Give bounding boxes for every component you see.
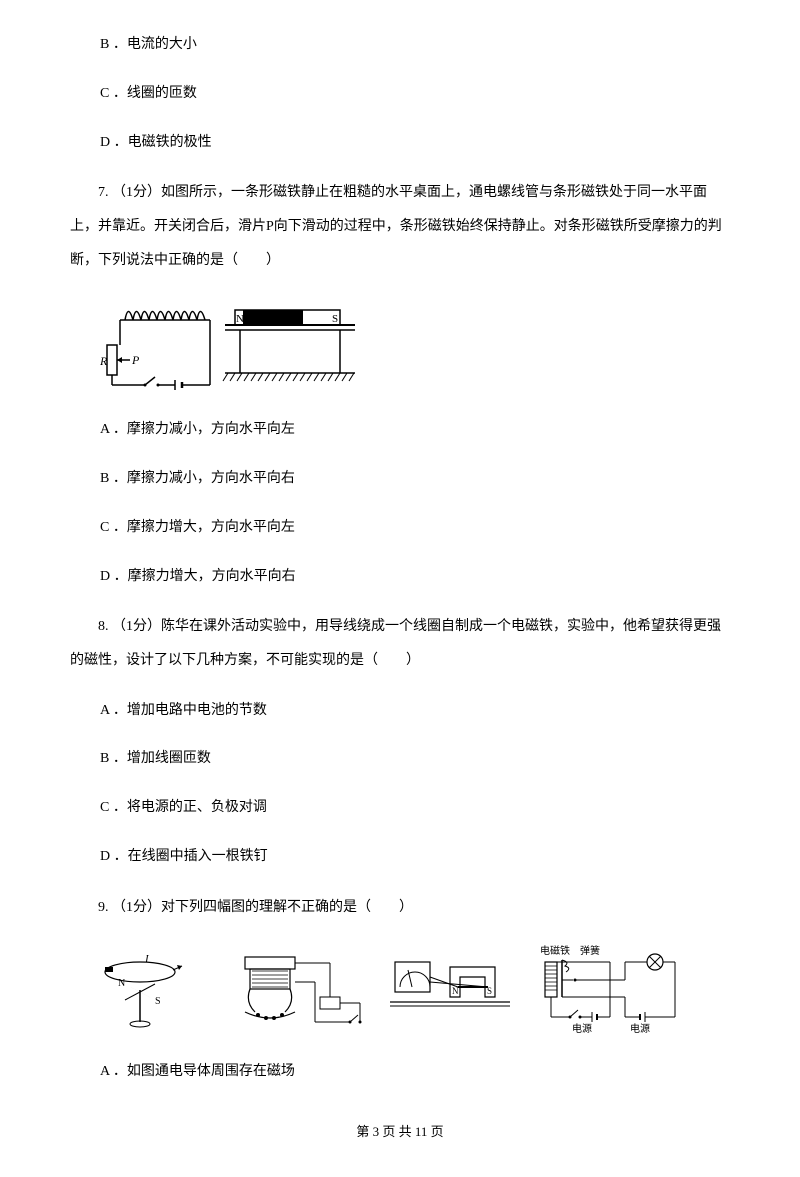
q9-stem: 9. （1分）对下列四幅图的理解不正确的是（ ）: [70, 891, 730, 925]
q9-label-spring: 弹簧: [580, 944, 600, 957]
q8-stem: 8. （1分）陈华在课外活动实验中，用导线绕成一个线圈自制成一个电磁铁，实验中，…: [70, 610, 730, 677]
q9-label-pow2: 电源: [630, 1022, 650, 1035]
q6-option-c: C ．线圈的匝数: [70, 79, 730, 110]
q7-option-c: C ．摩擦力增大，方向水平向左: [70, 513, 730, 544]
q7-option-b: B ．摩擦力减小，方向水平向右: [70, 464, 730, 495]
q8-option-c: C ．将电源的正、负极对调: [70, 793, 730, 824]
q6-option-b: B ．电流的大小: [70, 30, 730, 61]
q7-option-a: A ．摩擦力减小，方向水平向左: [70, 415, 730, 446]
q7-label-s: S: [332, 313, 338, 325]
q7-label-r: R: [100, 354, 108, 368]
q6-option-d: D ．电磁铁的极性: [70, 128, 730, 159]
q9-label-pow1: 电源: [572, 1022, 592, 1035]
q9-figure: I N S: [90, 942, 730, 1037]
q7-figure: R P N S: [100, 295, 730, 395]
q8-option-b: B ．增加线圈匝数: [70, 744, 730, 775]
q8-option-a: A ．增加电路中电池的节数: [70, 696, 730, 727]
q9-label-i: I: [144, 953, 150, 965]
q7-option-d: D ．摩擦力增大，方向水平向右: [70, 562, 730, 593]
q9-label-mag: 电磁铁: [540, 944, 570, 957]
q7-label-n: N: [236, 313, 244, 325]
q7-stem: 7. （1分）如图所示，一条形磁铁静止在粗糙的水平桌面上，通电螺线管与条形磁铁处…: [70, 176, 730, 277]
q7-label-p: P: [131, 353, 140, 367]
q9-label-s1: S: [155, 996, 161, 1007]
page-footer: 第 3 页 共 11 页: [70, 1118, 730, 1147]
q9-label-n2: N: [452, 986, 459, 996]
q9-label-n1: N: [118, 978, 125, 989]
q8-option-d: D ．在线圈中插入一根铁钉: [70, 842, 730, 873]
q9-option-a: A ．如图通电导体周围存在磁场: [70, 1057, 730, 1088]
